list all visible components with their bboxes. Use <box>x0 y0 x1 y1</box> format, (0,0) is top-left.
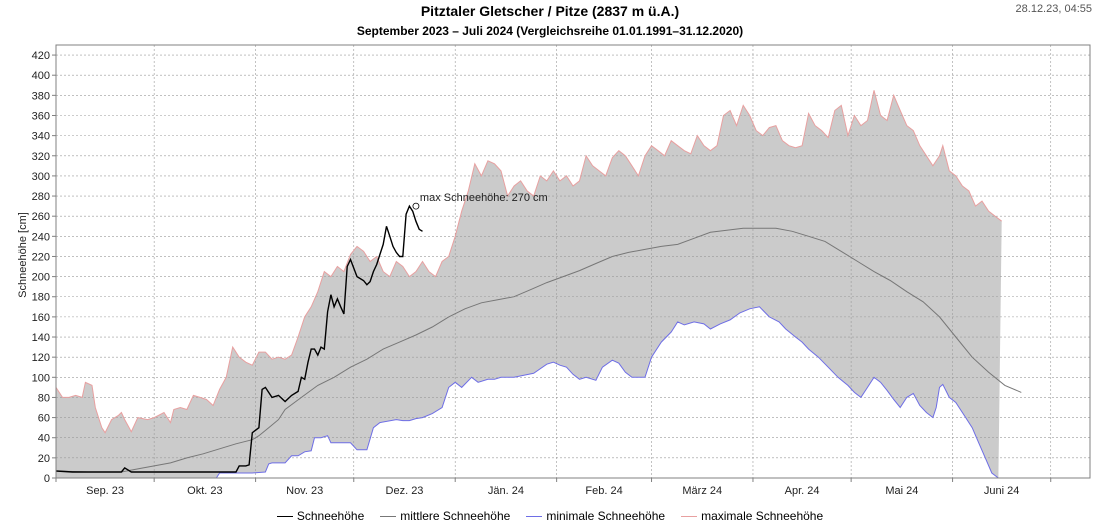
series-line-1 <box>55 227 1022 473</box>
y-tick-label: 40 <box>38 433 50 445</box>
x-tick-label: Mai 24 <box>885 485 918 497</box>
legend-label: maximale Schneehöhe <box>701 509 824 523</box>
y-tick-label: 180 <box>32 292 50 304</box>
legend-label: mittlere Schneehöhe <box>400 509 511 523</box>
x-tick-label: Jän. 24 <box>488 485 524 497</box>
x-tick-label: Feb. 24 <box>585 485 622 497</box>
y-tick-label: 60 <box>38 413 50 425</box>
x-tick-label: Nov. 23 <box>286 485 323 497</box>
y-tick-label: 400 <box>32 70 50 82</box>
plot-frame <box>55 44 1091 479</box>
x-tick-label: März 24 <box>682 485 722 497</box>
legend-item-0: Schneehöhe <box>276 509 365 523</box>
chart-title: Pitztaler Gletscher / Pitze (2837 m ü.A.… <box>420 3 680 19</box>
max-annotation: max Schneehöhe: 270 cm <box>420 192 548 204</box>
y-tick-label: 200 <box>32 272 50 284</box>
y-tick-label: 80 <box>38 392 50 404</box>
series-line-3 <box>55 90 1003 434</box>
legend-swatch <box>681 516 698 518</box>
y-tick-label: 160 <box>32 312 50 324</box>
legend-item-2: minimale Schneehöhe <box>526 509 665 523</box>
y-tick-label: 140 <box>32 332 50 344</box>
series-line-2 <box>56 306 1090 479</box>
y-tick-label: 0 <box>44 473 50 485</box>
legend-swatch <box>380 516 397 518</box>
y-tick-label: 260 <box>32 211 50 223</box>
y-tick-label: 360 <box>32 110 50 122</box>
y-tick-label: 300 <box>32 171 50 183</box>
legend-item-3: maximale Schneehöhe <box>681 509 823 523</box>
range-band <box>56 90 1002 479</box>
y-tick-label: 120 <box>32 352 50 364</box>
y-tick-label: 240 <box>32 231 50 243</box>
y-tick-label: 320 <box>32 151 50 163</box>
y-tick-label: 220 <box>32 251 50 263</box>
x-tick-label: Apr. 24 <box>785 485 820 497</box>
y-tick-label: 280 <box>32 191 50 203</box>
y-tick-label: 420 <box>32 50 50 62</box>
legend: Schneehöhe mittlere Schneehöhe minimale Sc… <box>0 509 1100 523</box>
legend-swatch <box>276 516 293 518</box>
x-tick-label: Dez. 23 <box>386 485 424 497</box>
x-tick-label: Okt. 23 <box>187 485 222 497</box>
timestamp: 28.12.23, 04:55 <box>1015 3 1092 15</box>
legend-item-1: mittlere Schneehöhe <box>380 509 510 523</box>
y-tick-label: 380 <box>32 90 50 102</box>
legend-label: Schneehöhe <box>296 509 365 523</box>
legend-label: minimale Schneehöhe <box>546 509 666 523</box>
x-tick-label: Juni 24 <box>984 485 1019 497</box>
y-tick-label: 340 <box>32 131 50 143</box>
y-axis-label: Schneehöhe [cm] <box>17 212 29 298</box>
y-tick-label: 100 <box>32 372 50 384</box>
legend-swatch <box>526 516 543 518</box>
chart-subtitle: September 2023 – Juli 2024 (Vergleichsre… <box>356 24 744 38</box>
y-tick-label: 20 <box>38 453 50 465</box>
x-tick-label: Sep. 23 <box>86 485 124 497</box>
max-marker <box>412 202 420 210</box>
series-line-0 <box>55 204 423 473</box>
